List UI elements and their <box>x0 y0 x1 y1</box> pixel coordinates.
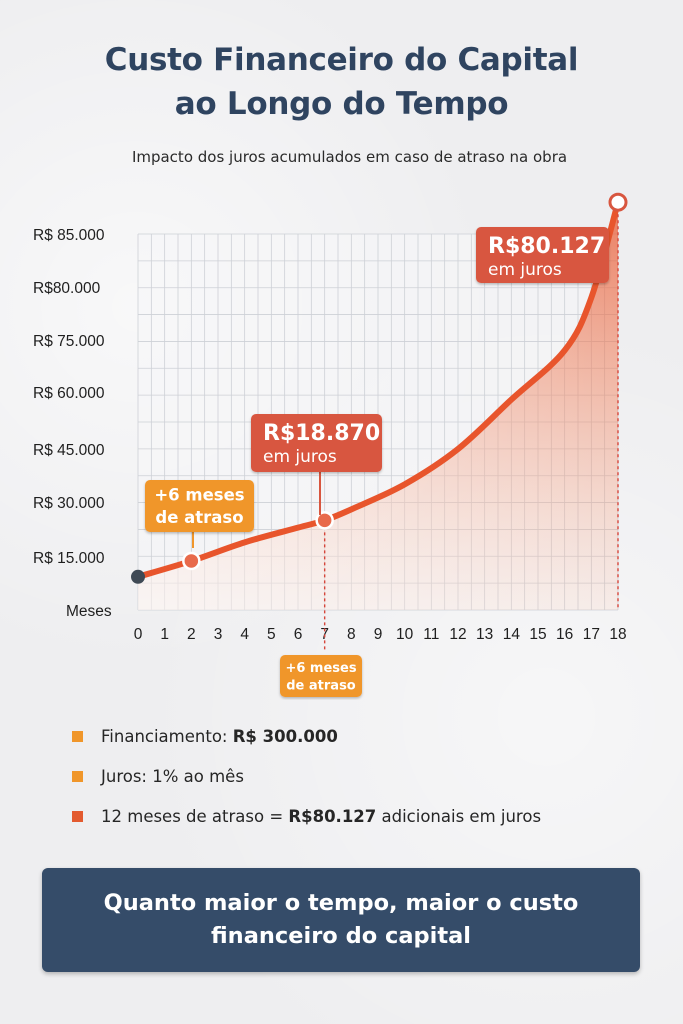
data-point <box>315 511 334 530</box>
x-tick-label: 13 <box>476 626 493 643</box>
callout-box <box>476 227 609 283</box>
chart-axes: R$ 15.000 R$ 30.000 R$ 45.000 R$ 60.000 R$ 7… <box>33 227 627 643</box>
callout-line: de atraso <box>155 508 243 527</box>
legend-label: Juros: 1% ao mês <box>101 766 244 786</box>
legend-swatch <box>72 770 83 782</box>
y-tick-label: R$80.000 <box>33 280 101 297</box>
x-tick-label: 5 <box>267 626 276 643</box>
x-tick-label: 18 <box>609 626 626 643</box>
x-tick-label: 0 <box>134 626 143 643</box>
callout-line: +6 meses <box>285 661 356 676</box>
x-tick-label: 16 <box>556 626 573 643</box>
callout-box <box>145 480 254 532</box>
x-tick-label: 10 <box>396 626 414 643</box>
page-title: Custo Financeiro do Capital ao Longo do T… <box>104 42 579 122</box>
legend-item-interest: Juros: 1% ao mês <box>72 756 541 796</box>
area-highlight <box>138 202 618 610</box>
x-tick-label: 1 <box>160 626 169 643</box>
legend: Financiamento: R$ 300.000 Juros: 1% ao m… <box>72 716 541 836</box>
y-tick-label: R$ 45.000 <box>33 442 105 459</box>
x-tick-label: 12 <box>449 626 466 643</box>
x-tick-label: 8 <box>347 626 356 643</box>
series-line <box>135 199 621 580</box>
callout-a1: +6 meses de atraso <box>145 480 254 548</box>
start-point <box>131 569 145 584</box>
y-tick-label: R$ 85.000 <box>33 227 105 244</box>
callout-box <box>280 655 362 697</box>
callout-caption: em juros <box>263 447 337 467</box>
y-tick-label: R$ 60.000 <box>33 385 105 402</box>
legend-suffix: adicionais em juros <box>376 806 542 826</box>
legend-swatch <box>72 810 83 822</box>
callout-line: de atraso <box>286 678 356 693</box>
x-tick-label: 17 <box>583 626 600 643</box>
data-point <box>608 192 628 212</box>
x-tick-label: 6 <box>294 626 303 643</box>
legend-label: 12 meses de atraso = <box>101 806 289 826</box>
banner-text: Quanto maior o tempo, maior o custo fina… <box>103 890 579 949</box>
callout-line: +6 meses <box>154 486 244 505</box>
chart-area <box>135 199 621 610</box>
legend-value: R$80.127 <box>288 806 377 826</box>
legend-item-financing: Financiamento: R$ 300.000 <box>72 716 541 756</box>
y-tick-label: R$ 75.000 <box>33 333 105 350</box>
data-point <box>182 551 201 571</box>
legend-value: R$ 300.000 <box>232 726 338 746</box>
x-tick-label: 11 <box>423 626 439 643</box>
interest-chart: R$ 15.000 R$ 30.000 R$ 45.000 R$ 60.000 R$ 7… <box>33 192 628 697</box>
x-tick-label: 2 <box>187 626 196 643</box>
x-tick-label: 15 <box>529 626 546 643</box>
y-tick-label: R$ 15.000 <box>33 550 105 567</box>
y-tick-label: R$ 30.000 <box>33 495 105 512</box>
x-tick-label: 9 <box>374 626 383 643</box>
x-axis-label: Meses <box>66 603 112 620</box>
x-tick-label: 14 <box>503 626 521 643</box>
x-tick-label: 3 <box>214 626 223 643</box>
x-tick-label: 4 <box>240 626 249 643</box>
legend-item-delay: 12 meses de atraso = R$80.127 adicionais… <box>72 796 541 836</box>
callout-a4: +6 meses de atraso <box>280 655 362 697</box>
callout-value: R$80.127 <box>488 234 605 259</box>
legend-swatch <box>72 730 83 742</box>
conclusion-banner: Quanto maior o tempo, maior o custo fina… <box>42 868 640 972</box>
callout-caption: em juros <box>488 260 562 280</box>
callout-box <box>251 414 382 472</box>
callout-value: R$18.870 <box>263 421 380 446</box>
legend-label: Financiamento: <box>101 726 233 746</box>
page-subtitle: Impacto dos juros acumulados em caso de … <box>131 148 568 166</box>
